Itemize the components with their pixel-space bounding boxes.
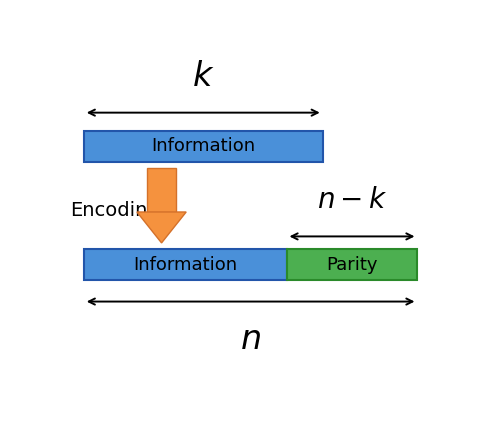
Polygon shape: [147, 168, 175, 212]
Text: Parity: Parity: [325, 256, 377, 274]
Polygon shape: [137, 212, 186, 243]
FancyBboxPatch shape: [286, 250, 416, 280]
Text: $n$: $n$: [240, 324, 261, 356]
FancyBboxPatch shape: [84, 250, 286, 280]
Text: Encoding: Encoding: [70, 201, 160, 220]
FancyBboxPatch shape: [84, 131, 322, 162]
Text: Information: Information: [133, 256, 237, 274]
Text: $k$: $k$: [192, 61, 214, 93]
Text: $n - k$: $n - k$: [316, 187, 386, 214]
Text: Information: Information: [151, 137, 255, 155]
